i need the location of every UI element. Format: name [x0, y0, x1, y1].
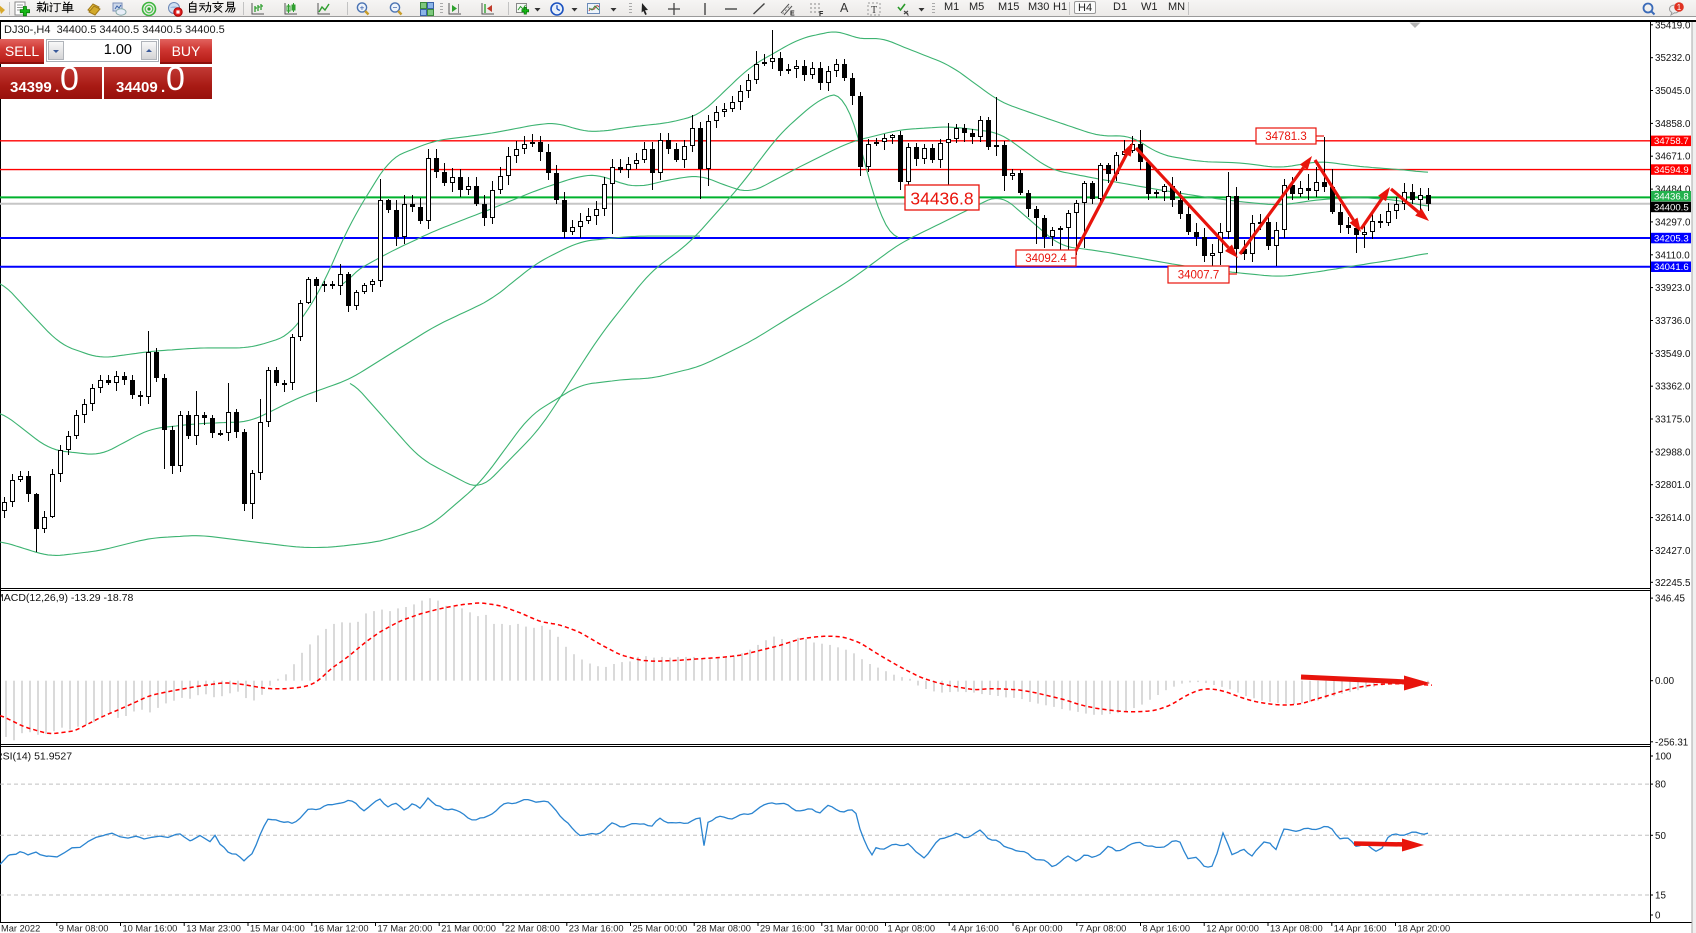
svg-text:15: 15	[1655, 891, 1666, 902]
svg-text:32988.0: 32988.0	[1655, 447, 1691, 458]
svg-text:4 Apr 16:00: 4 Apr 16:00	[951, 924, 999, 933]
svg-text:32427.0: 32427.0	[1655, 546, 1691, 557]
svg-text:22 Mar 08:00: 22 Mar 08:00	[505, 924, 560, 933]
svg-text:8 Apr 16:00: 8 Apr 16:00	[1143, 924, 1191, 933]
svg-text:33923.0: 33923.0	[1655, 283, 1691, 294]
svg-text:34594.9: 34594.9	[1654, 165, 1689, 176]
svg-text:6 Apr 00:00: 6 Apr 00:00	[1015, 924, 1063, 933]
svg-text:32801.0: 32801.0	[1655, 480, 1691, 491]
svg-text:0.00: 0.00	[1655, 676, 1675, 687]
svg-text:T: T	[871, 5, 877, 16]
svg-text:−: −	[393, 2, 398, 12]
svg-text:23 Mar 16:00: 23 Mar 16:00	[569, 924, 624, 933]
svg-text:34205.3: 34205.3	[1654, 233, 1689, 244]
svg-text:21 Mar 00:00: 21 Mar 00:00	[441, 924, 496, 933]
svg-text:100: 100	[1655, 752, 1672, 763]
svg-text:35045.0: 35045.0	[1655, 86, 1691, 97]
svg-text:15 Mar 04:00: 15 Mar 04:00	[250, 924, 305, 933]
svg-text:34110.0: 34110.0	[1655, 250, 1690, 261]
svg-text:-256.31: -256.31	[1655, 737, 1688, 748]
svg-text:13 Mar 23:00: 13 Mar 23:00	[186, 924, 241, 933]
svg-text:34041.6: 34041.6	[1654, 262, 1689, 273]
svg-text:34671.0: 34671.0	[1655, 152, 1691, 163]
svg-text:50: 50	[1655, 831, 1666, 842]
svg-text:29 Mar 16:00: 29 Mar 16:00	[760, 924, 815, 933]
svg-text:34484.0: 34484.0	[1655, 185, 1691, 196]
svg-text:34781.3: 34781.3	[1265, 131, 1307, 143]
svg-text:12 Apr 00:00: 12 Apr 00:00	[1206, 924, 1259, 933]
svg-text:33736.0: 33736.0	[1655, 316, 1691, 327]
svg-text:+: +	[360, 2, 365, 12]
svg-text:32245.5: 32245.5	[1655, 578, 1691, 589]
svg-text:Mar 2022: Mar 2022	[1, 924, 40, 933]
svg-text:32614.0: 32614.0	[1655, 513, 1691, 524]
svg-text:F: F	[819, 11, 824, 17]
svg-text:17 Mar 20:00: 17 Mar 20:00	[378, 924, 433, 933]
svg-text:10 Mar 16:00: 10 Mar 16:00	[123, 924, 178, 933]
svg-text:33362.0: 33362.0	[1655, 382, 1691, 393]
svg-text:35232.0: 35232.0	[1655, 53, 1691, 64]
svg-text:9 Mar 08:00: 9 Mar 08:00	[59, 924, 109, 933]
svg-text:25 Mar 00:00: 25 Mar 00:00	[633, 924, 688, 933]
svg-text:31 Mar 00:00: 31 Mar 00:00	[824, 924, 879, 933]
svg-text:7 Apr 08:00: 7 Apr 08:00	[1079, 924, 1127, 933]
svg-text:34007.7: 34007.7	[1178, 270, 1220, 282]
svg-text:33549.0: 33549.0	[1655, 349, 1691, 360]
svg-text:346.45: 346.45	[1655, 594, 1686, 605]
svg-text:18 Apr 20:00: 18 Apr 20:00	[1398, 924, 1451, 933]
svg-text:34436.8: 34436.8	[1654, 192, 1689, 203]
svg-text:80: 80	[1655, 780, 1666, 791]
svg-text:33175.0: 33175.0	[1655, 415, 1691, 426]
svg-text:MACD(12,26,9) -13.29 -18.78: MACD(12,26,9) -13.29 -18.78	[0, 592, 133, 604]
svg-text:16 Mar 12:00: 16 Mar 12:00	[314, 924, 369, 933]
svg-text:E: E	[790, 11, 795, 18]
svg-text:13 Apr 08:00: 13 Apr 08:00	[1270, 924, 1323, 933]
svg-text:34436.8: 34436.8	[910, 189, 973, 209]
svg-text:34858.0: 34858.0	[1655, 119, 1691, 130]
svg-text:14 Apr 16:00: 14 Apr 16:00	[1334, 924, 1387, 933]
svg-text:34297.0: 34297.0	[1655, 217, 1691, 228]
svg-text:34092.4: 34092.4	[1025, 253, 1067, 265]
svg-text:34758.7: 34758.7	[1654, 136, 1689, 147]
svg-text:28 Mar 08:00: 28 Mar 08:00	[696, 924, 751, 933]
svg-text:0: 0	[1655, 911, 1661, 922]
svg-text:35419.0: 35419.0	[1655, 22, 1691, 31]
svg-text:RSI(14) 51.9527: RSI(14) 51.9527	[0, 751, 72, 763]
svg-text:1: 1	[1677, 3, 1682, 12]
svg-text:1 Apr 08:00: 1 Apr 08:00	[888, 924, 936, 933]
svg-text:34400.5: 34400.5	[1654, 202, 1689, 213]
